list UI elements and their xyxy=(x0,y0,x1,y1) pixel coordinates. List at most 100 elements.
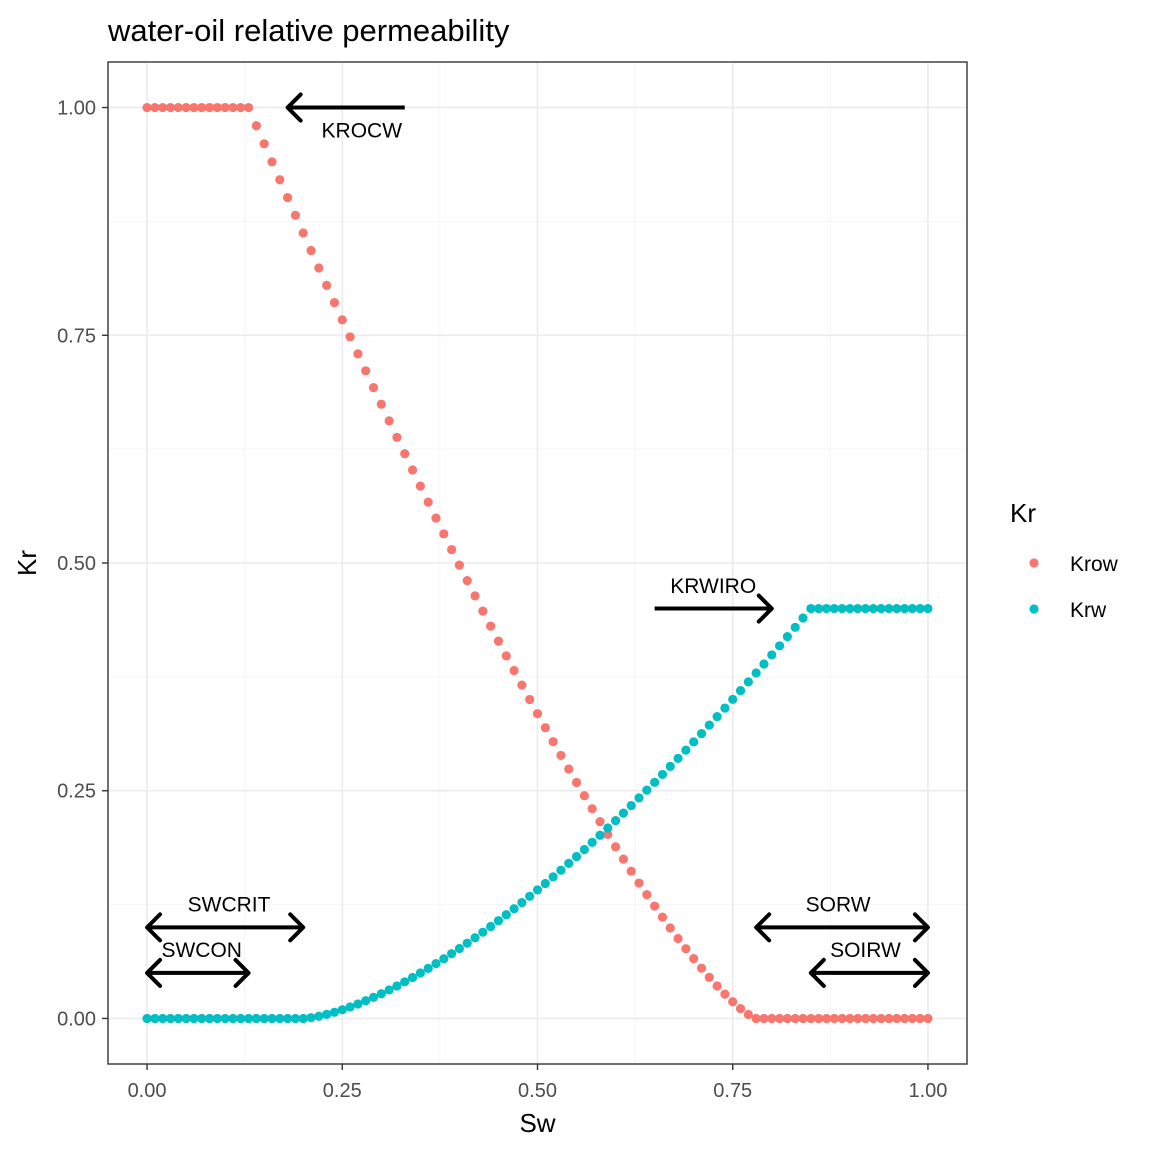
y-axis-title: Kr xyxy=(12,550,42,576)
krw-point xyxy=(329,1007,340,1017)
krw-point xyxy=(845,603,855,614)
krw-point xyxy=(345,1002,355,1012)
krow-point xyxy=(243,102,254,113)
arrow-head xyxy=(285,92,303,123)
arrow-head xyxy=(756,593,774,624)
krow-point xyxy=(829,1013,839,1024)
krw-point xyxy=(634,793,644,803)
krow-point xyxy=(400,449,410,459)
krw-point xyxy=(829,603,839,614)
krow-point xyxy=(532,709,543,719)
krw-point xyxy=(517,897,527,908)
krw-point xyxy=(821,603,832,614)
krow-point xyxy=(806,1013,816,1024)
krw-point xyxy=(337,1005,347,1015)
krw-point xyxy=(228,1013,238,1024)
krw-point xyxy=(462,938,472,948)
krow-point xyxy=(267,157,277,167)
krw-point xyxy=(587,837,597,848)
krow-point xyxy=(634,878,644,888)
krw-point xyxy=(548,872,558,882)
krow-point xyxy=(298,228,308,238)
krw-point xyxy=(837,603,847,614)
annotations: KROCW KRWIRO SWCRIT SWCON SORW SOIRW xyxy=(145,92,930,988)
krw-point xyxy=(853,603,863,614)
krow-point xyxy=(150,102,160,113)
krw-point xyxy=(267,1013,277,1024)
krow-point xyxy=(197,102,207,113)
krow-point xyxy=(322,280,332,290)
krow-point xyxy=(361,366,371,376)
krw-point xyxy=(158,1013,168,1024)
legend-title: Kr xyxy=(1010,498,1036,528)
krow-point xyxy=(212,102,222,113)
krw-point xyxy=(696,728,707,739)
krow-point xyxy=(821,1013,832,1024)
krw-point xyxy=(165,1013,176,1024)
legend-key-krw xyxy=(1029,604,1039,614)
krw-point xyxy=(361,996,371,1006)
krow-point xyxy=(447,544,457,555)
krow-point xyxy=(673,933,683,944)
krw-point xyxy=(407,972,418,983)
arrow-head xyxy=(808,957,826,988)
krow-point xyxy=(306,245,316,256)
krw-point xyxy=(618,808,629,818)
krw-point xyxy=(322,1009,332,1019)
krow-point xyxy=(384,416,394,426)
series-krow xyxy=(142,102,933,1024)
krow-point xyxy=(368,382,379,393)
annotation-krwiro: KRWIRO xyxy=(654,575,774,624)
krow-point xyxy=(720,989,730,999)
krw-point xyxy=(243,1013,254,1024)
krw-point xyxy=(564,858,574,868)
krw-point xyxy=(275,1013,285,1024)
krw-point xyxy=(501,910,511,920)
krow-point xyxy=(626,866,636,876)
annotation-soirw: SOIRW xyxy=(808,939,930,988)
arrow-head xyxy=(912,957,930,988)
krw-point xyxy=(376,989,386,999)
krw-point xyxy=(400,977,410,987)
krw-point xyxy=(814,603,824,614)
arrow-head xyxy=(288,912,306,943)
krw-point xyxy=(259,1013,269,1024)
krow-point xyxy=(735,1003,746,1014)
krw-point xyxy=(884,603,894,614)
krow-point xyxy=(462,575,472,586)
krow-point xyxy=(525,694,535,705)
krw-point xyxy=(298,1013,308,1024)
krow-point xyxy=(454,560,465,570)
legend-key-krow xyxy=(1029,558,1039,568)
annotation-swcrit: SWCRIT xyxy=(145,894,306,943)
x-tick-label: 0.50 xyxy=(518,1080,557,1102)
krw-point xyxy=(540,878,550,889)
krw-point xyxy=(431,959,441,969)
krow-point xyxy=(189,102,199,113)
krow-point xyxy=(275,175,285,185)
krow-point xyxy=(681,944,691,954)
krw-point xyxy=(509,904,519,914)
krow-point xyxy=(353,349,363,359)
krow-point xyxy=(142,102,152,113)
annotation-label: SOIRW xyxy=(830,939,901,962)
krw-point xyxy=(657,769,668,780)
krw-point xyxy=(384,985,394,995)
krw-point xyxy=(650,777,660,787)
legend-label-krow: Krow xyxy=(1070,553,1119,576)
krow-point xyxy=(509,665,519,676)
krw-point xyxy=(447,949,457,959)
krow-point xyxy=(220,102,230,113)
krow-point xyxy=(892,1013,902,1024)
krow-point xyxy=(407,465,418,475)
chart-title: water-oil relative permeability xyxy=(107,13,510,48)
krw-point xyxy=(181,1013,191,1024)
krow-point xyxy=(884,1013,894,1024)
krow-point xyxy=(415,481,425,491)
krow-point xyxy=(774,1013,785,1024)
krow-point xyxy=(728,997,738,1007)
krow-point xyxy=(423,497,433,507)
legend: Kr Krow Krw xyxy=(1010,498,1119,622)
krow-point xyxy=(650,901,660,911)
